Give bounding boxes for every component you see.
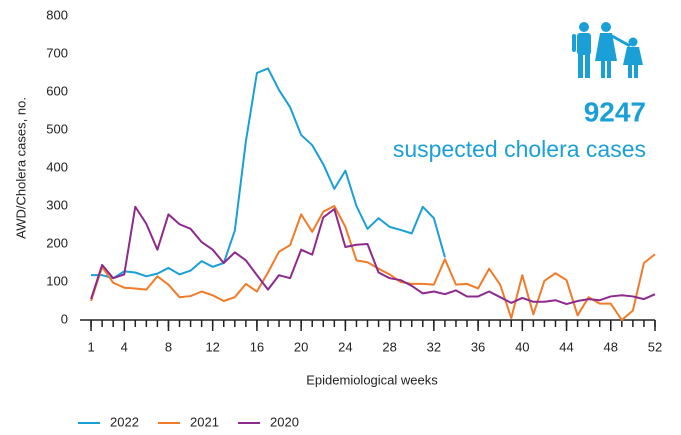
y-tick-label: 100 <box>46 273 68 288</box>
legend-label: 2020 <box>270 414 299 429</box>
series-line <box>90 205 656 306</box>
x-tick-label: 20 <box>294 339 308 354</box>
x-tick-label: 4 <box>121 339 128 354</box>
x-tick-label: 24 <box>338 339 352 354</box>
x-tick-label: 12 <box>205 339 219 354</box>
x-tick-label: 1 <box>87 339 94 354</box>
y-tick-label: 300 <box>46 197 68 212</box>
x-tick-label: 48 <box>604 339 618 354</box>
family-icon <box>572 22 643 78</box>
x-tick-label: 52 <box>648 339 662 354</box>
x-tick-label: 28 <box>382 339 396 354</box>
annotation-value: 9247 <box>584 96 646 127</box>
legend-label: 2022 <box>110 414 139 429</box>
x-tick-label: 44 <box>559 339 573 354</box>
legend-label: 2021 <box>190 414 219 429</box>
x-tick-label: 16 <box>250 339 264 354</box>
y-tick-label: 200 <box>46 235 68 250</box>
y-tick-label: 700 <box>46 45 68 60</box>
y-tick-label: 800 <box>46 7 68 22</box>
y-tick-label: 600 <box>46 83 68 98</box>
x-tick-label: 8 <box>165 339 172 354</box>
y-tick-label: 400 <box>46 159 68 174</box>
x-tick-label: 36 <box>471 339 485 354</box>
y-tick-label: 0 <box>61 311 68 326</box>
series-line <box>90 205 656 321</box>
y-tick-label: 500 <box>46 121 68 136</box>
series-line <box>91 67 446 280</box>
x-tick-label: 40 <box>515 339 529 354</box>
x-axis-label: Epidemiological weeks <box>306 372 438 387</box>
y-axis-label: AWD/Cholera cases, no. <box>13 97 28 239</box>
x-tick-label: 32 <box>427 339 441 354</box>
annotation-text: suspected cholera cases <box>393 136 646 162</box>
